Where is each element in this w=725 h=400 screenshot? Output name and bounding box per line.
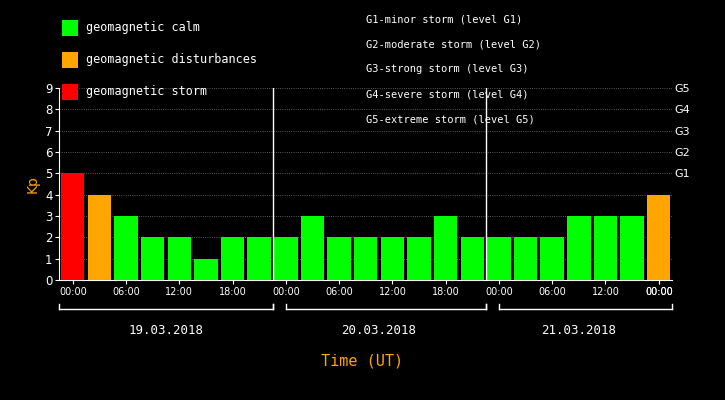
Bar [194, 259, 218, 280]
Bar [541, 237, 564, 280]
Bar [141, 237, 165, 280]
Bar [647, 195, 671, 280]
Text: 20.03.2018: 20.03.2018 [341, 324, 417, 337]
Bar [247, 237, 271, 280]
Bar [115, 216, 138, 280]
Bar [328, 237, 351, 280]
Bar [567, 216, 591, 280]
Text: G4-severe storm (level G4): G4-severe storm (level G4) [366, 90, 529, 100]
Bar [514, 237, 537, 280]
Bar [61, 173, 85, 280]
Text: 21.03.2018: 21.03.2018 [542, 324, 616, 337]
Bar [487, 237, 510, 280]
Bar [621, 216, 644, 280]
Text: G1-minor storm (level G1): G1-minor storm (level G1) [366, 14, 523, 24]
Text: G5-extreme storm (level G5): G5-extreme storm (level G5) [366, 115, 535, 125]
Bar [167, 237, 191, 280]
Bar [354, 237, 378, 280]
Text: geomagnetic calm: geomagnetic calm [86, 22, 200, 34]
Text: geomagnetic disturbances: geomagnetic disturbances [86, 54, 257, 66]
Bar [460, 237, 484, 280]
Bar [221, 237, 244, 280]
Text: Time (UT): Time (UT) [321, 354, 404, 369]
Text: G2-moderate storm (level G2): G2-moderate storm (level G2) [366, 39, 541, 49]
Bar [434, 216, 457, 280]
Bar [301, 216, 324, 280]
Text: geomagnetic storm: geomagnetic storm [86, 86, 207, 98]
Bar [88, 195, 111, 280]
Bar [407, 237, 431, 280]
Text: 19.03.2018: 19.03.2018 [128, 324, 204, 337]
Text: G3-strong storm (level G3): G3-strong storm (level G3) [366, 64, 529, 74]
Bar [381, 237, 404, 280]
Y-axis label: Kp: Kp [25, 175, 39, 193]
Bar [274, 237, 297, 280]
Bar [594, 216, 617, 280]
